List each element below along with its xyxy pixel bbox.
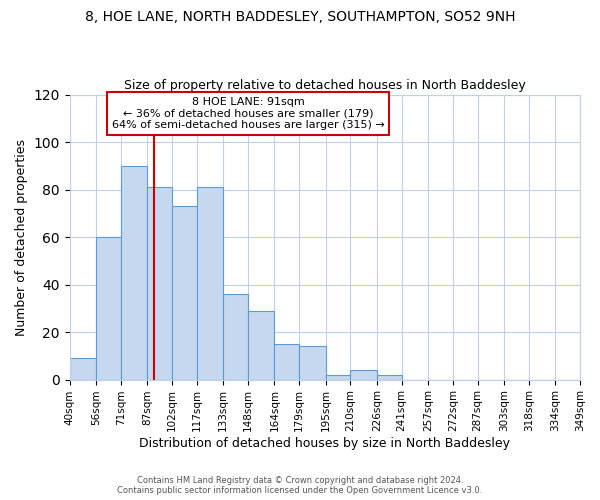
Bar: [96, 237, 121, 380]
Bar: [172, 206, 197, 380]
Bar: [223, 294, 248, 380]
Bar: [350, 370, 377, 380]
Text: 8, HOE LANE, NORTH BADDESLEY, SOUTHAMPTON, SO52 9NH: 8, HOE LANE, NORTH BADDESLEY, SOUTHAMPTO…: [85, 10, 515, 24]
Bar: [70, 358, 96, 380]
Bar: [147, 187, 172, 380]
Bar: [299, 346, 326, 380]
Text: 8 HOE LANE: 91sqm
← 36% of detached houses are smaller (179)
64% of semi-detache: 8 HOE LANE: 91sqm ← 36% of detached hous…: [112, 97, 385, 130]
Bar: [377, 375, 401, 380]
Bar: [248, 310, 274, 380]
Y-axis label: Number of detached properties: Number of detached properties: [15, 138, 28, 336]
Text: Contains HM Land Registry data © Crown copyright and database right 2024.
Contai: Contains HM Land Registry data © Crown c…: [118, 476, 482, 495]
Bar: [274, 344, 299, 380]
Bar: [197, 187, 223, 380]
Bar: [121, 166, 147, 380]
Title: Size of property relative to detached houses in North Baddesley: Size of property relative to detached ho…: [124, 79, 526, 92]
Bar: [326, 375, 350, 380]
X-axis label: Distribution of detached houses by size in North Baddesley: Distribution of detached houses by size …: [139, 437, 511, 450]
